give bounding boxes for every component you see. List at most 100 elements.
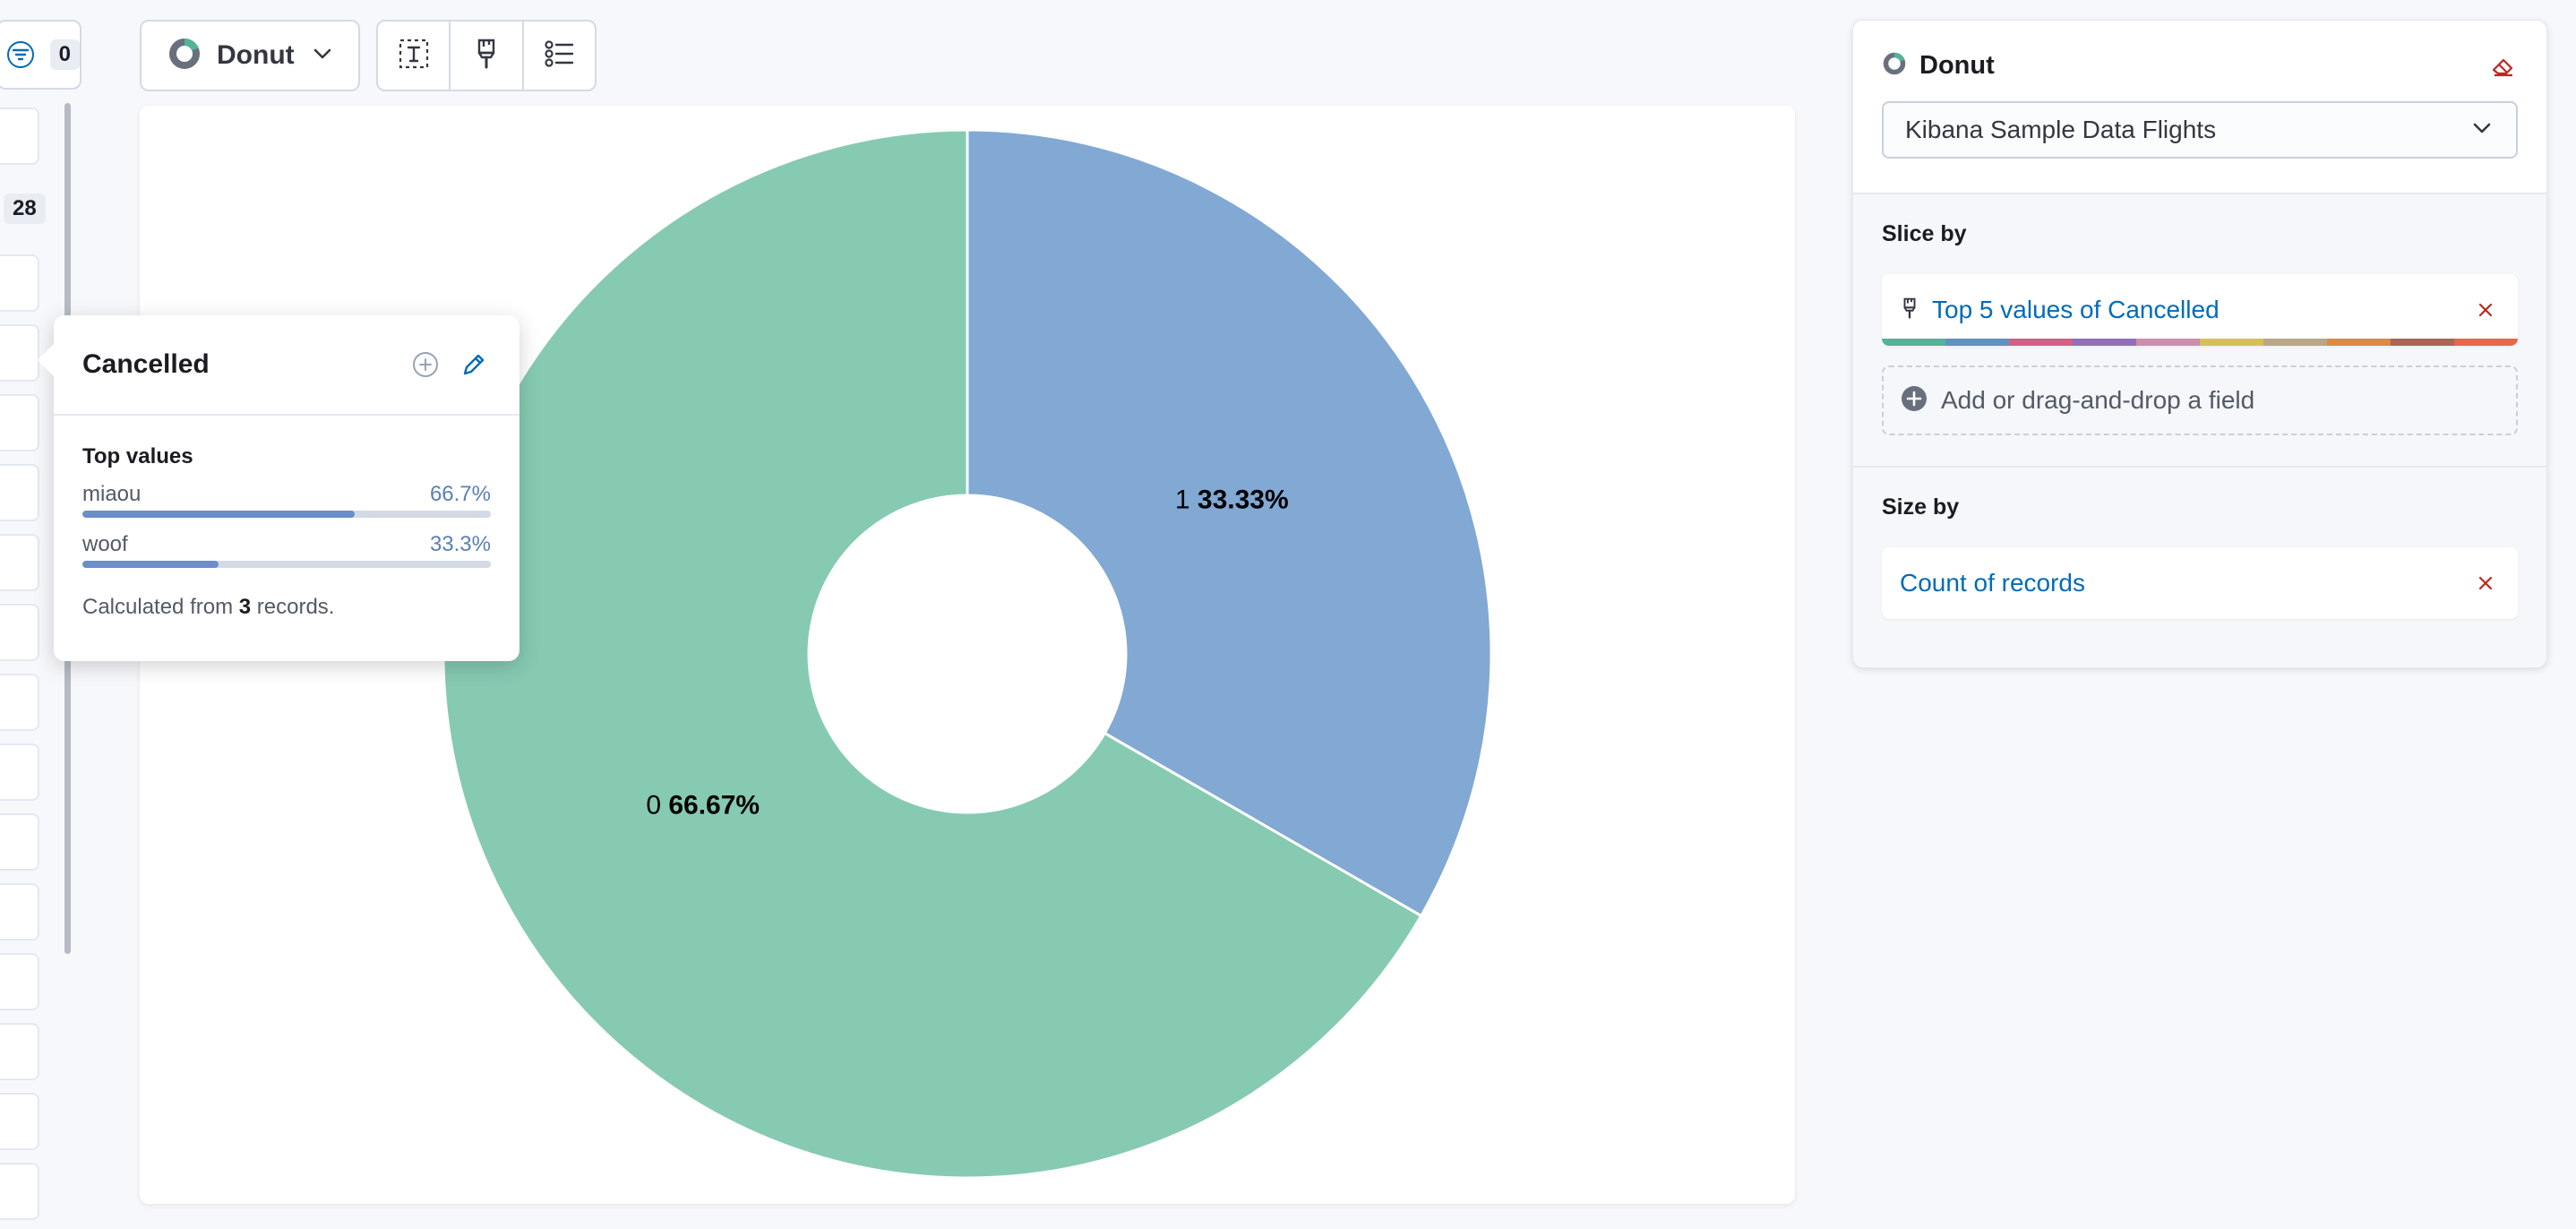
- popover-body: Top values miaou 66.7% woof 33.3% Calculate…: [54, 416, 519, 620]
- layer-header: Donut Kibana Sample Data Flights: [1853, 21, 2546, 194]
- field-list-item[interactable]: [0, 883, 39, 941]
- filter-count-badge: 0: [49, 39, 80, 70]
- top-value-name: miaou: [82, 482, 142, 506]
- size-by-heading: Size by: [1882, 494, 1960, 520]
- chevron-down-icon: [2469, 116, 2494, 145]
- field-details-popover: Cancelled Top values miaou 66.7% woof 33.3%…: [38, 315, 519, 661]
- calc-prefix: Calculated from: [82, 595, 239, 619]
- plus-in-circle-icon: [413, 352, 438, 377]
- field-list-item[interactable]: [0, 1163, 39, 1220]
- close-icon: [2478, 303, 2493, 317]
- field-filter-button[interactable]: 0: [0, 20, 82, 90]
- layer-title-row: Donut: [1882, 49, 2518, 82]
- size-by-dimension-label: Count of records: [1900, 569, 2085, 597]
- labels-button[interactable]: [378, 21, 451, 90]
- data-view-select[interactable]: Kibana Sample Data Flights: [1882, 101, 2518, 159]
- add-field-label: Add or drag-and-drop a field: [1941, 386, 2255, 414]
- remove-size-dimension-button[interactable]: [2471, 569, 2500, 597]
- top-value-percent: 66.7%: [429, 482, 491, 506]
- top-value-row: miaou 66.7%: [82, 482, 491, 518]
- available-fields-count: 28: [4, 193, 46, 224]
- chart-type-switcher[interactable]: Donut: [140, 20, 360, 91]
- chevron-down-icon: [311, 42, 334, 70]
- palette-swatch: [2009, 339, 2073, 346]
- field-list-item[interactable]: [0, 953, 39, 1010]
- brush-icon: [472, 38, 501, 74]
- popover-field-title: Cancelled: [82, 349, 210, 379]
- field-list-item[interactable]: [0, 324, 39, 382]
- top-values-heading: Top values: [82, 444, 193, 468]
- palette-swatch: [2073, 339, 2136, 346]
- palette-swatch: [2200, 339, 2263, 346]
- donut-slice-1[interactable]: [966, 128, 1493, 918]
- top-value-bar: [82, 511, 491, 518]
- top-value-bar-fill: [82, 561, 219, 568]
- calc-count: 3: [238, 595, 252, 619]
- palette-swatch: [2327, 339, 2391, 346]
- donut-chart-icon: [1882, 51, 1907, 81]
- palette-swatch: [2391, 339, 2454, 346]
- top-value-labels: woof 33.3%: [82, 532, 491, 557]
- slice-percent-label: 33.33%: [1198, 485, 1289, 514]
- donut-chart-icon: [168, 38, 201, 74]
- edit-field-button[interactable]: [457, 348, 491, 382]
- layer-chart-type: Donut: [1919, 50, 1995, 80]
- top-value-bar: [82, 561, 491, 568]
- top-value-bar-fill: [82, 511, 356, 518]
- field-list-item[interactable]: [0, 1093, 39, 1150]
- brush-icon: [1900, 297, 1919, 324]
- legend-button[interactable]: [524, 21, 595, 90]
- remove-slice-dimension-button[interactable]: [2471, 296, 2500, 324]
- field-list-item[interactable]: [0, 254, 39, 312]
- slice-by-dimension-label: Top 5 values of Cancelled: [1932, 296, 2220, 323]
- palette-swatch: [2136, 339, 2200, 346]
- color-palette-button[interactable]: [451, 21, 524, 90]
- size-by-dimension[interactable]: Count of records: [1882, 547, 2518, 619]
- donut-slice-0[interactable]: [442, 128, 1423, 1180]
- text-labels-icon: [398, 38, 430, 74]
- section-divider: [1853, 466, 2546, 468]
- donut-slice-label: 0 66.67%: [646, 790, 760, 820]
- plus-in-circle-icon: [1900, 384, 1928, 417]
- eraser-icon: [2492, 58, 2513, 77]
- add-field-dropzone[interactable]: Add or drag-and-drop a field: [1882, 365, 2518, 435]
- field-list-item[interactable]: [0, 743, 39, 801]
- field-list-item[interactable]: [0, 464, 39, 521]
- field-list-item[interactable]: [0, 107, 39, 165]
- chart-toolbar: [376, 20, 597, 91]
- color-palette-strip: [1882, 339, 2518, 346]
- slice-by-dimension[interactable]: Top 5 values of Cancelled: [1882, 274, 2518, 346]
- slice-by-heading: Slice by: [1882, 221, 1967, 246]
- slice-category-label: 0: [646, 790, 668, 820]
- data-view-value: Kibana Sample Data Flights: [1905, 116, 2217, 143]
- donut-chart: 1 33.33% 0 66.67%: [442, 128, 1493, 1180]
- clear-layer-button[interactable]: [2489, 51, 2518, 80]
- popover-arrow: [38, 342, 56, 378]
- slice-by-section: Slice by Top 5 values of Cancelled Add o…: [1853, 194, 2546, 468]
- chart-type-label: Donut: [217, 40, 295, 70]
- add-field-button[interactable]: [408, 348, 442, 382]
- calculated-from-text: Calculated from 3 records.: [82, 595, 491, 620]
- size-by-section: Size by Count of records: [1853, 468, 2546, 619]
- top-value-row: woof 33.3%: [82, 532, 491, 568]
- top-value-percent: 33.3%: [429, 532, 491, 556]
- palette-swatch: [2454, 339, 2518, 346]
- palette-swatch: [1945, 339, 2009, 346]
- layer-config-panel: Donut Kibana Sample Data Flights Slice b…: [1852, 20, 2547, 668]
- field-list-item[interactable]: [0, 534, 39, 591]
- palette-swatch: [1882, 339, 1945, 346]
- field-list-item[interactable]: [0, 674, 39, 731]
- donut-slice-label: 1 33.33%: [1175, 485, 1289, 514]
- field-list-item[interactable]: [0, 604, 39, 661]
- slice-category-label: 1: [1175, 485, 1198, 514]
- pencil-icon: [463, 354, 485, 375]
- filter-icon: [7, 41, 34, 68]
- top-value-name: woof: [82, 532, 128, 556]
- calc-suffix: records.: [251, 595, 335, 619]
- close-icon: [2478, 576, 2493, 590]
- field-list-item[interactable]: [0, 394, 39, 451]
- field-list-item[interactable]: [0, 1023, 39, 1080]
- field-list-item[interactable]: [0, 813, 39, 871]
- popover-header: Cancelled: [54, 315, 519, 416]
- top-value-labels: miaou 66.7%: [82, 482, 491, 507]
